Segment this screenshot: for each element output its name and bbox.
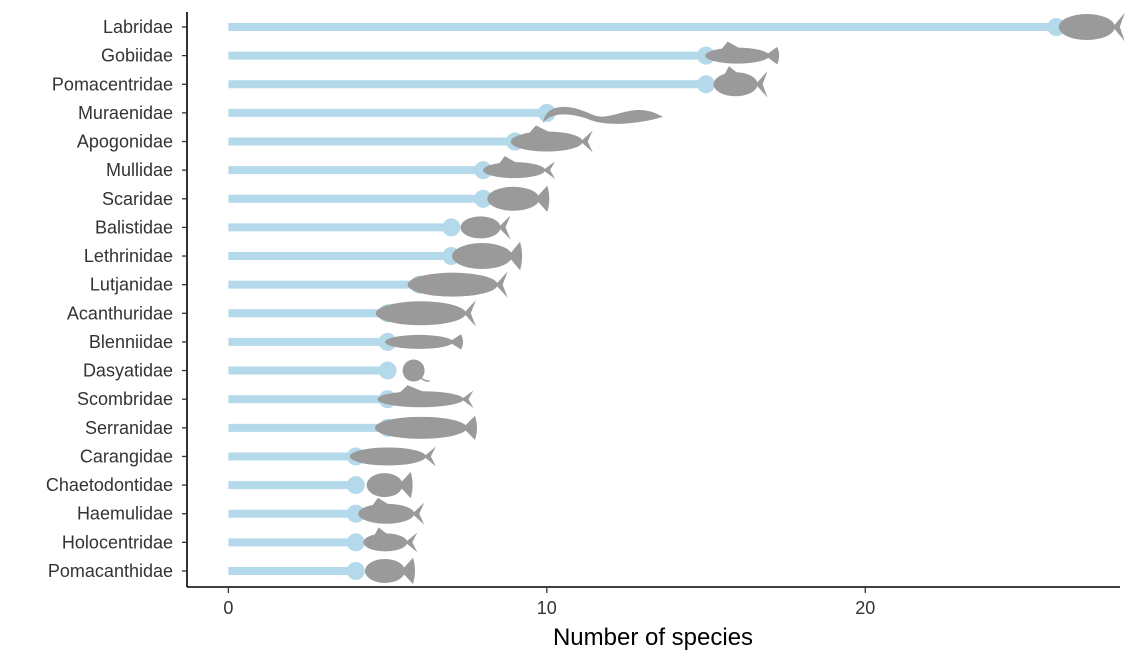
parrotfish-icon: [487, 185, 550, 212]
dot-chaetodontidae: [346, 476, 365, 495]
y-tick-label: Scombridae: [77, 389, 173, 409]
row-holocentridae: [228, 527, 418, 553]
wrasse-icon: [1058, 12, 1125, 42]
plot-layer: [228, 12, 1125, 585]
row-apogonidae: [228, 125, 593, 153]
dot-muraenidae: [537, 103, 556, 122]
stingray-icon: [402, 359, 430, 382]
row-lethrinidae: [228, 241, 523, 271]
squirrelfish-icon: [363, 527, 418, 553]
dot-dasyatidae: [378, 361, 397, 380]
angelfish-icon: [364, 557, 415, 585]
row-blenniidae: [228, 332, 464, 351]
eel-icon: [542, 106, 663, 124]
row-pomacanthidae: [228, 557, 415, 585]
y-tick-label: Muraenidae: [78, 103, 173, 123]
y-tick-label: Apogonidae: [77, 132, 173, 152]
row-muraenidae: [228, 103, 663, 124]
dot-holocentridae: [346, 533, 365, 552]
x-tick-label: 10: [537, 598, 557, 618]
x-tick-label: 20: [855, 598, 875, 618]
butterflyfish-icon: [366, 471, 413, 499]
goby-icon: [705, 41, 780, 65]
y-tick-label: Pomacanthidae: [48, 561, 173, 581]
y-tick-label: Blenniidae: [89, 332, 173, 352]
row-lutjanidae: [228, 271, 508, 298]
x-axis-title: Number of species: [553, 624, 753, 651]
grunt-icon: [358, 497, 425, 525]
dot-scaridae: [474, 189, 493, 208]
mackerel-icon: [377, 385, 474, 408]
y-tick-label: Scaridae: [102, 189, 173, 209]
dot-haemulidae: [346, 504, 365, 523]
grouper-icon: [374, 415, 477, 440]
row-mullidae: [228, 156, 556, 180]
row-carangidae: [228, 446, 436, 467]
goatfish-icon: [483, 156, 556, 179]
cardinalfish-icon: [510, 125, 593, 153]
y-tick-label: Dasyatidae: [83, 361, 173, 381]
triggerfish-icon: [460, 215, 511, 240]
row-serranidae: [228, 415, 477, 440]
y-tick-label: Haemulidae: [77, 504, 173, 524]
row-labridae: [228, 12, 1125, 42]
snapper-icon: [407, 271, 508, 298]
row-scaridae: [228, 185, 550, 212]
dot-pomacentridae: [697, 75, 716, 94]
jack-icon: [349, 446, 436, 467]
row-balistidae: [228, 215, 511, 240]
surgeonfish-icon: [375, 300, 476, 327]
y-tick-label: Balistidae: [95, 217, 173, 237]
row-pomacentridae: [228, 66, 768, 98]
y-ticks: Labridae Gobiidae Pomacentridae Muraenidae A…: [46, 17, 187, 581]
x-ticks: 0 10 20: [223, 587, 875, 618]
emperor-icon: [452, 241, 523, 271]
row-chaetodontidae: [228, 471, 413, 499]
y-tick-label: Pomacentridae: [52, 74, 173, 94]
y-tick-label: Mullidae: [106, 160, 173, 180]
y-tick-label: Labridae: [103, 17, 173, 37]
y-tick-label: Acanthuridae: [67, 303, 173, 323]
y-tick-label: Chaetodontidae: [46, 475, 173, 495]
damselfish-icon: [713, 66, 768, 98]
dot-balistidae: [442, 218, 461, 237]
row-dasyatidae: [228, 359, 430, 382]
row-gobiidae: [228, 41, 780, 65]
x-tick-label: 0: [223, 598, 233, 618]
dot-pomacanthidae: [346, 561, 365, 580]
y-tick-label: Carangidae: [80, 446, 173, 466]
row-haemulidae: [228, 497, 425, 525]
y-tick-label: Holocentridae: [62, 532, 173, 552]
y-tick-label: Lutjanidae: [90, 275, 173, 295]
y-tick-label: Gobiidae: [101, 46, 173, 66]
y-tick-label: Serranidae: [85, 418, 173, 438]
row-acanthuridae: [228, 300, 476, 327]
row-scombridae: [228, 385, 474, 409]
blenny-icon: [385, 334, 464, 350]
y-tick-label: Lethrinidae: [84, 246, 173, 266]
